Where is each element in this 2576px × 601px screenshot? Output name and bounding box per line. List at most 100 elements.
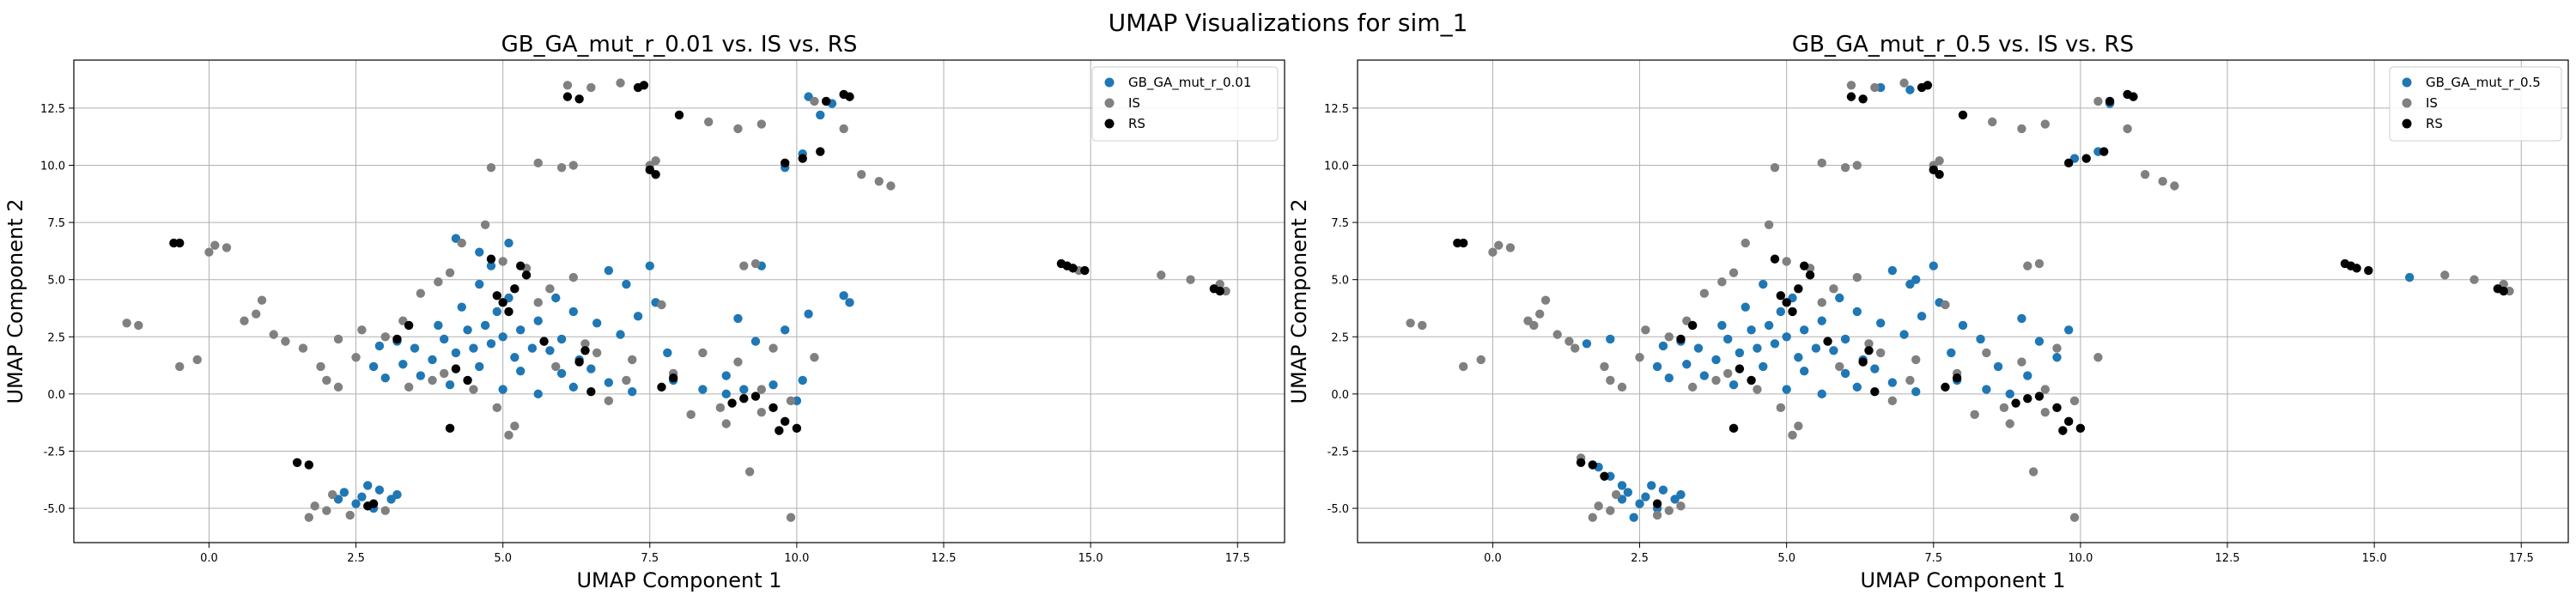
data-point [428,355,437,365]
legend-item: GB_GA_mut_r_0.01 [1104,75,1251,91]
legend-label: RS [2426,116,2443,131]
data-point [1711,375,1721,385]
data-point [1606,334,1615,344]
data-point [821,96,831,106]
data-point [2069,396,2080,406]
data-point [1723,368,1733,379]
data-point [733,124,743,134]
data-point [1852,272,1862,282]
data-point [445,423,455,434]
data-point [1664,373,1674,383]
data-point [1887,265,1898,276]
data-point [568,307,578,317]
data-point [1735,364,1745,373]
data-point [839,89,848,100]
data-point [1606,506,1615,515]
legend-box [1091,66,1279,142]
y-tick-label: 2.5 [47,331,65,344]
x-tick-label: 17.5 [1225,552,1250,565]
data-point [292,458,302,467]
data-point [1899,78,1909,88]
data-point [1747,375,1756,385]
data-point [392,489,402,500]
data-point [486,339,496,349]
data-point [1735,348,1745,358]
x-tick-label: 7.5 [1924,552,1942,565]
x-tick-label: 2.5 [347,552,365,565]
legend: GB_GA_mut_r_0.5 IS RS [2389,66,2562,142]
data-point [580,339,590,349]
data-point [551,293,561,303]
data-point [2064,325,2074,335]
data-point [874,176,884,186]
data-point [351,353,361,362]
data-point [556,162,567,173]
data-point [498,385,507,394]
data-point [2093,96,2103,106]
chart-panel-1: 0.0 2.5 5.0 7.5 10.0 12.5 15.0 17.5 -5.0 -2.5 0.0 2… [3,32,1285,592]
data-point [1970,410,1979,420]
data-point [1600,471,1609,481]
data-point [398,360,408,369]
data-point [504,238,513,248]
data-point [1858,94,1868,104]
data-point [744,467,755,477]
data-point [698,348,708,358]
data-point [2011,398,2020,408]
data-point [586,364,596,373]
legend-item: IS [2402,95,2438,111]
data-point [1870,364,1880,373]
y-tick-label: 12.5 [1324,103,1349,116]
data-point [1664,332,1674,342]
data-point [1682,360,1692,369]
data-point [1799,367,1809,376]
data-point [1652,510,1662,520]
data-point [2017,313,2026,324]
data-point [616,78,625,88]
y-tick-label: 10.0 [40,161,65,173]
data-point [1564,337,1574,346]
data-point [257,295,267,305]
data-point [580,346,590,355]
data-point [1782,257,1791,266]
data-point [622,375,631,385]
data-point [510,284,519,294]
data-point [1947,348,1956,358]
data-point [492,307,502,317]
data-point [1782,298,1791,307]
data-point [2058,426,2068,435]
data-point [1741,302,1750,312]
data-point [2364,265,2373,276]
data-point [2440,270,2450,280]
figure-title: UMAP Visualizations for sim_1 [1108,9,1468,37]
data-point [1958,320,1968,331]
data-point [510,353,519,362]
data-point [533,158,543,168]
data-point [480,220,490,229]
data-point [604,378,614,387]
data-point [750,392,761,401]
data-point [1676,501,1686,511]
data-point [551,361,561,372]
data-point [663,348,672,358]
data-point [404,382,414,392]
data-point [192,355,202,365]
data-point [1817,298,1826,307]
data-point [750,258,761,269]
legend-label: RS [1128,116,1145,131]
legend-label: IS [1128,95,1140,111]
data-point [374,485,385,495]
y-tick-label: 10.0 [1324,161,1349,173]
data-point [1635,499,1644,508]
data-point [1846,92,1856,101]
data-point [440,334,449,344]
data-point [2123,89,2132,100]
data-point [756,407,767,417]
data-point [434,277,443,287]
data-point [463,325,472,335]
data-point [1799,325,1809,335]
x-tick-label: 2.5 [1631,552,1649,565]
data-point [363,501,373,511]
data-point [686,410,696,420]
